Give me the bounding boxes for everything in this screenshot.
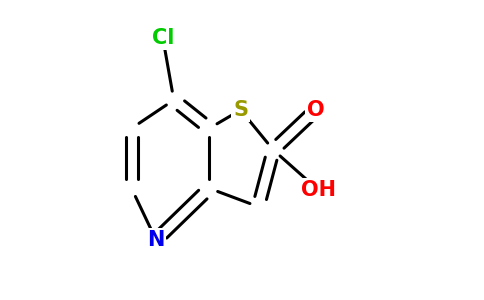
Text: N: N [148, 230, 165, 250]
Text: Cl: Cl [151, 28, 174, 48]
Text: O: O [307, 100, 324, 120]
Text: S: S [233, 100, 248, 120]
Text: OH: OH [301, 180, 336, 200]
